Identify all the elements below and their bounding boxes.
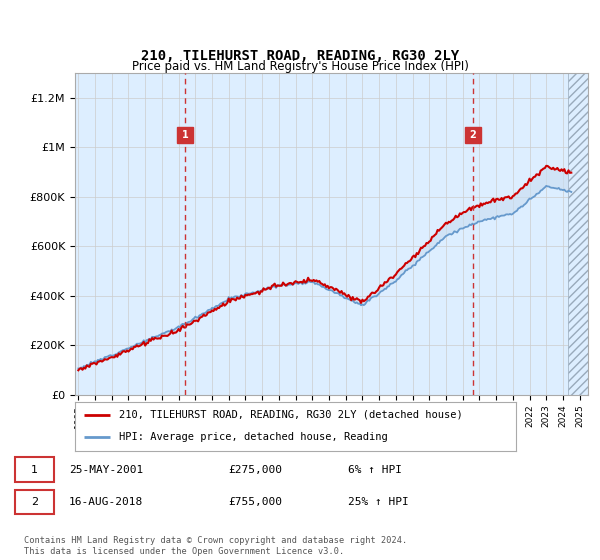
Text: Contains HM Land Registry data © Crown copyright and database right 2024.
This d: Contains HM Land Registry data © Crown c…	[24, 536, 407, 556]
Text: 2: 2	[31, 497, 38, 507]
Text: 210, TILEHURST ROAD, READING, RG30 2LY: 210, TILEHURST ROAD, READING, RG30 2LY	[141, 49, 459, 63]
Text: 25% ↑ HPI: 25% ↑ HPI	[348, 497, 409, 507]
Text: 210, TILEHURST ROAD, READING, RG30 2LY (detached house): 210, TILEHURST ROAD, READING, RG30 2LY (…	[119, 410, 463, 420]
Text: 16-AUG-2018: 16-AUG-2018	[69, 497, 143, 507]
Text: 25-MAY-2001: 25-MAY-2001	[69, 465, 143, 475]
Text: 2: 2	[470, 130, 476, 140]
Text: 1: 1	[182, 130, 188, 140]
Text: £755,000: £755,000	[228, 497, 282, 507]
Text: 1: 1	[31, 465, 38, 475]
FancyBboxPatch shape	[15, 458, 54, 482]
Text: HPI: Average price, detached house, Reading: HPI: Average price, detached house, Read…	[119, 432, 388, 442]
Text: 6% ↑ HPI: 6% ↑ HPI	[348, 465, 402, 475]
Text: £275,000: £275,000	[228, 465, 282, 475]
Text: Price paid vs. HM Land Registry's House Price Index (HPI): Price paid vs. HM Land Registry's House …	[131, 59, 469, 73]
FancyBboxPatch shape	[15, 489, 54, 514]
Bar	[568, 73, 588, 395]
